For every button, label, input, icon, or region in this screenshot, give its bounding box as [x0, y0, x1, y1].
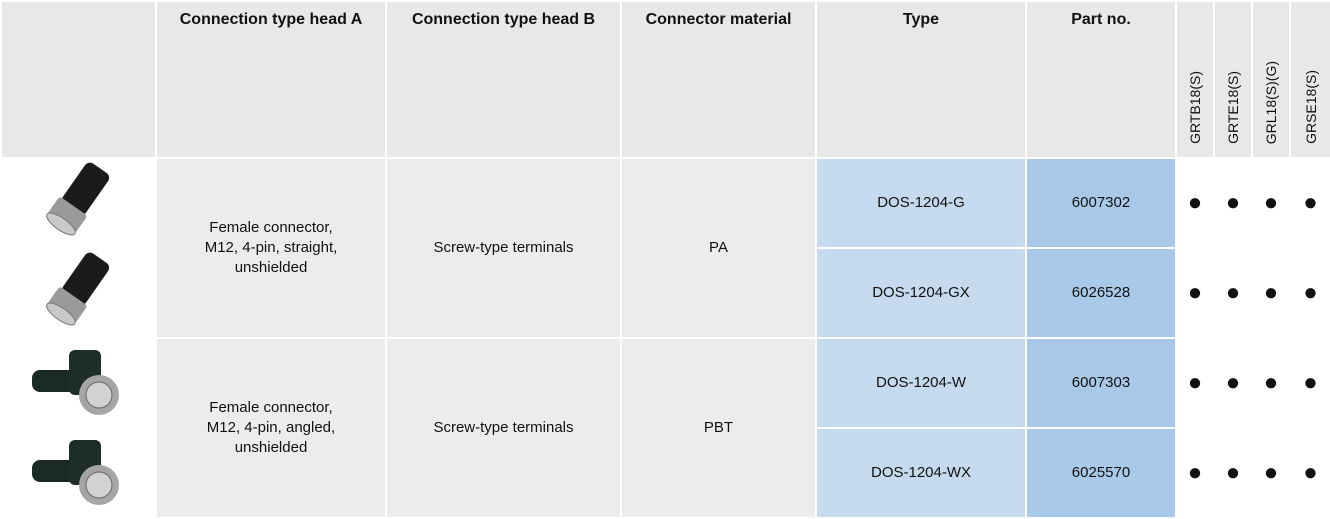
product-image — [0, 247, 157, 339]
product-row: DOS-1204-GX 6026528 ● ● ● ● — [0, 247, 1330, 339]
header-cell: Type — [815, 0, 1027, 159]
compat-dot: ● — [1175, 157, 1215, 249]
header-cell — [0, 0, 157, 159]
product-image — [0, 427, 157, 519]
header-cell: Connection type head B — [385, 0, 622, 159]
product-row: DOS-1204-WX 6025570 ● ● ● ● — [0, 427, 1330, 519]
variant-header: GRSE18(S) — [1289, 0, 1330, 159]
variant-header: GRTB18(S) — [1175, 0, 1215, 159]
variant-label: GRSE18(S) — [1302, 70, 1319, 144]
material-cell: PBT — [620, 337, 817, 519]
compat-dot: ● — [1289, 157, 1330, 249]
compat-dot: ● — [1251, 157, 1291, 249]
compat-dot: ● — [1213, 337, 1253, 429]
compat-dot: ● — [1251, 427, 1291, 519]
type-cell: DOS-1204-GX — [815, 247, 1027, 339]
variant-label: GRTE18(S) — [1225, 71, 1241, 144]
variant-label: GRL18(S)(G) — [1263, 60, 1279, 144]
compat-dot: ● — [1289, 427, 1330, 519]
variant-header: GRL18(S)(G) — [1251, 0, 1291, 159]
connector-icon — [45, 252, 109, 326]
product-image — [0, 157, 157, 249]
type-cell: DOS-1204-W — [815, 337, 1027, 429]
part-no-cell: 6007303 — [1025, 337, 1177, 429]
type-cell: DOS-1204-G — [815, 157, 1027, 249]
compat-dot: ● — [1213, 157, 1253, 249]
header-cell: Connector material — [620, 0, 817, 159]
header-cell: Connection type head A — [155, 0, 387, 159]
compat-dot: ● — [1213, 247, 1253, 339]
material-cell: PA — [620, 157, 817, 339]
compat-dot: ● — [1251, 337, 1291, 429]
connector-icon — [31, 440, 119, 505]
header-row: Connection type head A Connection type h… — [0, 0, 1330, 159]
head-b-cell: Screw-type terminals — [385, 337, 622, 519]
table-body: Female connector, M12, 4-pin, straight, … — [0, 157, 1330, 519]
variant-label: GRTB18(S) — [1187, 71, 1203, 144]
part-no-cell: 6007302 — [1025, 157, 1177, 249]
connector-icon — [31, 350, 119, 415]
type-cell: DOS-1204-WX — [815, 427, 1027, 519]
head-a-cell: Female connector, M12, 4-pin, angled, un… — [155, 337, 387, 519]
part-no-cell: 6025570 — [1025, 427, 1177, 519]
product-row: Female connector, M12, 4-pin, angled, un… — [0, 337, 1330, 519]
part-no-cell: 6026528 — [1025, 247, 1177, 339]
compat-dot: ● — [1289, 247, 1330, 339]
compat-dot: ● — [1251, 247, 1291, 339]
compat-dot: ● — [1175, 337, 1215, 429]
product-row: Female connector, M12, 4-pin, straight, … — [0, 157, 1330, 339]
variant-header: GRTE18(S) — [1213, 0, 1253, 159]
head-b-cell: Screw-type terminals — [385, 157, 622, 339]
compat-dot: ● — [1175, 427, 1215, 519]
compat-dot: ● — [1289, 337, 1330, 429]
compat-dot: ● — [1175, 247, 1215, 339]
header-cell: Part no. — [1025, 0, 1177, 159]
product-image — [0, 337, 157, 429]
connector-icon — [45, 162, 109, 236]
head-a-cell: Female connector, M12, 4-pin, straight, … — [155, 157, 387, 339]
compat-dot: ● — [1213, 427, 1253, 519]
